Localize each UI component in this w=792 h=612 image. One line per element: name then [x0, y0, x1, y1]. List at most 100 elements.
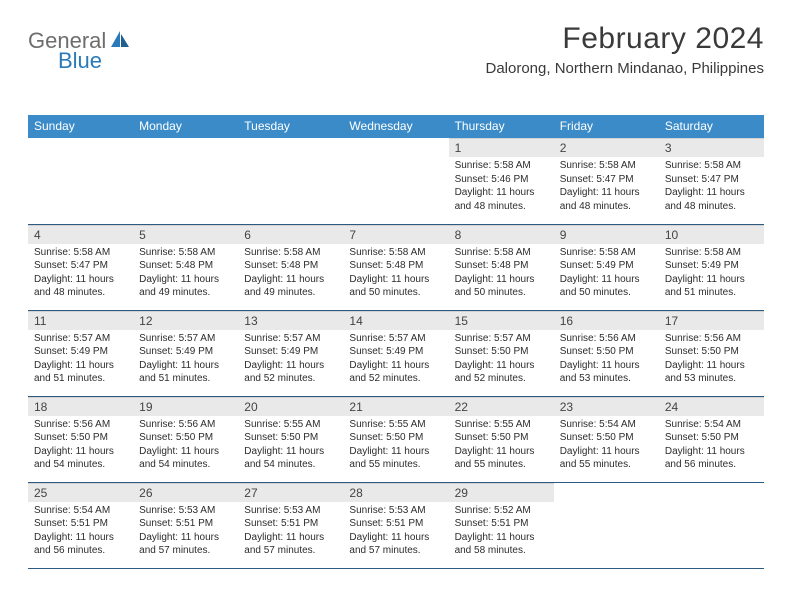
day-info: Sunrise: 5:53 AMSunset: 5:51 PMDaylight:…	[238, 502, 343, 560]
day-info: Sunrise: 5:54 AMSunset: 5:50 PMDaylight:…	[554, 416, 659, 474]
logo-text-blue: Blue	[58, 48, 102, 73]
calendar-day-cell: 25Sunrise: 5:54 AMSunset: 5:51 PMDayligh…	[28, 482, 133, 568]
logo-sail-icon	[110, 30, 130, 53]
day-number: 1	[449, 138, 554, 157]
day-info: Sunrise: 5:53 AMSunset: 5:51 PMDaylight:…	[133, 502, 238, 560]
day-info: Sunrise: 5:58 AMSunset: 5:49 PMDaylight:…	[659, 244, 764, 302]
day-number: 10	[659, 225, 764, 244]
calendar-day-cell: 9Sunrise: 5:58 AMSunset: 5:49 PMDaylight…	[554, 224, 659, 310]
day-number: 26	[133, 483, 238, 502]
day-number: 19	[133, 397, 238, 416]
day-number: 28	[343, 483, 448, 502]
day-info: Sunrise: 5:55 AMSunset: 5:50 PMDaylight:…	[343, 416, 448, 474]
weekday-header: Friday	[554, 115, 659, 138]
calendar-day-cell: 20Sunrise: 5:55 AMSunset: 5:50 PMDayligh…	[238, 396, 343, 482]
calendar-day-cell: 13Sunrise: 5:57 AMSunset: 5:49 PMDayligh…	[238, 310, 343, 396]
day-number: 3	[659, 138, 764, 157]
calendar-week-row: 25Sunrise: 5:54 AMSunset: 5:51 PMDayligh…	[28, 482, 764, 568]
calendar-day-cell: 5Sunrise: 5:58 AMSunset: 5:48 PMDaylight…	[133, 224, 238, 310]
day-info: Sunrise: 5:54 AMSunset: 5:51 PMDaylight:…	[28, 502, 133, 560]
day-info: Sunrise: 5:58 AMSunset: 5:47 PMDaylight:…	[659, 157, 764, 215]
calendar-day-cell	[659, 482, 764, 568]
calendar-day-cell: 1Sunrise: 5:58 AMSunset: 5:46 PMDaylight…	[449, 138, 554, 224]
calendar-day-cell: 21Sunrise: 5:55 AMSunset: 5:50 PMDayligh…	[343, 396, 448, 482]
calendar-day-cell: 4Sunrise: 5:58 AMSunset: 5:47 PMDaylight…	[28, 224, 133, 310]
calendar-day-cell: 14Sunrise: 5:57 AMSunset: 5:49 PMDayligh…	[343, 310, 448, 396]
day-number: 14	[343, 311, 448, 330]
day-number: 18	[28, 397, 133, 416]
calendar-week-row: 4Sunrise: 5:58 AMSunset: 5:47 PMDaylight…	[28, 224, 764, 310]
calendar-day-cell: 27Sunrise: 5:53 AMSunset: 5:51 PMDayligh…	[238, 482, 343, 568]
calendar-day-cell: 11Sunrise: 5:57 AMSunset: 5:49 PMDayligh…	[28, 310, 133, 396]
calendar-week-row: 18Sunrise: 5:56 AMSunset: 5:50 PMDayligh…	[28, 396, 764, 482]
calendar-header-row: SundayMondayTuesdayWednesdayThursdayFrid…	[28, 115, 764, 138]
day-number: 24	[659, 397, 764, 416]
day-info: Sunrise: 5:58 AMSunset: 5:49 PMDaylight:…	[554, 244, 659, 302]
weekday-header: Monday	[133, 115, 238, 138]
calendar-day-cell	[343, 138, 448, 224]
day-info: Sunrise: 5:54 AMSunset: 5:50 PMDaylight:…	[659, 416, 764, 474]
day-info: Sunrise: 5:58 AMSunset: 5:47 PMDaylight:…	[28, 244, 133, 302]
day-number: 27	[238, 483, 343, 502]
day-number: 12	[133, 311, 238, 330]
calendar-day-cell	[28, 138, 133, 224]
day-number: 9	[554, 225, 659, 244]
calendar-body: 1Sunrise: 5:58 AMSunset: 5:46 PMDaylight…	[28, 138, 764, 568]
weekday-header: Sunday	[28, 115, 133, 138]
calendar-day-cell	[238, 138, 343, 224]
day-number: 21	[343, 397, 448, 416]
calendar-day-cell: 3Sunrise: 5:58 AMSunset: 5:47 PMDaylight…	[659, 138, 764, 224]
weekday-header: Wednesday	[343, 115, 448, 138]
calendar-day-cell: 6Sunrise: 5:58 AMSunset: 5:48 PMDaylight…	[238, 224, 343, 310]
month-title: February 2024	[486, 22, 765, 56]
day-info: Sunrise: 5:55 AMSunset: 5:50 PMDaylight:…	[449, 416, 554, 474]
day-info: Sunrise: 5:52 AMSunset: 5:51 PMDaylight:…	[449, 502, 554, 560]
day-number: 6	[238, 225, 343, 244]
day-number: 2	[554, 138, 659, 157]
day-number: 15	[449, 311, 554, 330]
day-info: Sunrise: 5:56 AMSunset: 5:50 PMDaylight:…	[133, 416, 238, 474]
day-info: Sunrise: 5:58 AMSunset: 5:48 PMDaylight:…	[449, 244, 554, 302]
calendar-day-cell: 16Sunrise: 5:56 AMSunset: 5:50 PMDayligh…	[554, 310, 659, 396]
calendar-table: SundayMondayTuesdayWednesdayThursdayFrid…	[28, 115, 764, 569]
day-info: Sunrise: 5:57 AMSunset: 5:49 PMDaylight:…	[133, 330, 238, 388]
calendar-week-row: 1Sunrise: 5:58 AMSunset: 5:46 PMDaylight…	[28, 138, 764, 224]
day-number: 29	[449, 483, 554, 502]
day-info: Sunrise: 5:58 AMSunset: 5:48 PMDaylight:…	[133, 244, 238, 302]
weekday-header: Tuesday	[238, 115, 343, 138]
day-info: Sunrise: 5:56 AMSunset: 5:50 PMDaylight:…	[659, 330, 764, 388]
day-number: 16	[554, 311, 659, 330]
calendar-day-cell	[133, 138, 238, 224]
calendar-day-cell: 17Sunrise: 5:56 AMSunset: 5:50 PMDayligh…	[659, 310, 764, 396]
day-info: Sunrise: 5:57 AMSunset: 5:49 PMDaylight:…	[28, 330, 133, 388]
calendar-day-cell: 10Sunrise: 5:58 AMSunset: 5:49 PMDayligh…	[659, 224, 764, 310]
weekday-header: Saturday	[659, 115, 764, 138]
weekday-header: Thursday	[449, 115, 554, 138]
day-info: Sunrise: 5:57 AMSunset: 5:49 PMDaylight:…	[238, 330, 343, 388]
calendar-day-cell: 12Sunrise: 5:57 AMSunset: 5:49 PMDayligh…	[133, 310, 238, 396]
calendar-day-cell: 23Sunrise: 5:54 AMSunset: 5:50 PMDayligh…	[554, 396, 659, 482]
day-info: Sunrise: 5:56 AMSunset: 5:50 PMDaylight:…	[28, 416, 133, 474]
calendar-day-cell: 18Sunrise: 5:56 AMSunset: 5:50 PMDayligh…	[28, 396, 133, 482]
calendar-day-cell: 22Sunrise: 5:55 AMSunset: 5:50 PMDayligh…	[449, 396, 554, 482]
day-number: 17	[659, 311, 764, 330]
day-info: Sunrise: 5:55 AMSunset: 5:50 PMDaylight:…	[238, 416, 343, 474]
day-number: 11	[28, 311, 133, 330]
calendar-day-cell: 26Sunrise: 5:53 AMSunset: 5:51 PMDayligh…	[133, 482, 238, 568]
day-number: 5	[133, 225, 238, 244]
calendar-day-cell: 7Sunrise: 5:58 AMSunset: 5:48 PMDaylight…	[343, 224, 448, 310]
calendar-day-cell: 24Sunrise: 5:54 AMSunset: 5:50 PMDayligh…	[659, 396, 764, 482]
header: General February 2024 Dalorong, Northern…	[28, 22, 764, 77]
day-number: 8	[449, 225, 554, 244]
day-info: Sunrise: 5:58 AMSunset: 5:46 PMDaylight:…	[449, 157, 554, 215]
day-number: 13	[238, 311, 343, 330]
day-info: Sunrise: 5:56 AMSunset: 5:50 PMDaylight:…	[554, 330, 659, 388]
day-info: Sunrise: 5:58 AMSunset: 5:47 PMDaylight:…	[554, 157, 659, 215]
day-info: Sunrise: 5:57 AMSunset: 5:50 PMDaylight:…	[449, 330, 554, 388]
day-number: 23	[554, 397, 659, 416]
location-text: Dalorong, Northern Mindanao, Philippines	[486, 60, 765, 77]
day-info: Sunrise: 5:58 AMSunset: 5:48 PMDaylight:…	[238, 244, 343, 302]
calendar-day-cell: 29Sunrise: 5:52 AMSunset: 5:51 PMDayligh…	[449, 482, 554, 568]
day-info: Sunrise: 5:57 AMSunset: 5:49 PMDaylight:…	[343, 330, 448, 388]
calendar-day-cell: 28Sunrise: 5:53 AMSunset: 5:51 PMDayligh…	[343, 482, 448, 568]
